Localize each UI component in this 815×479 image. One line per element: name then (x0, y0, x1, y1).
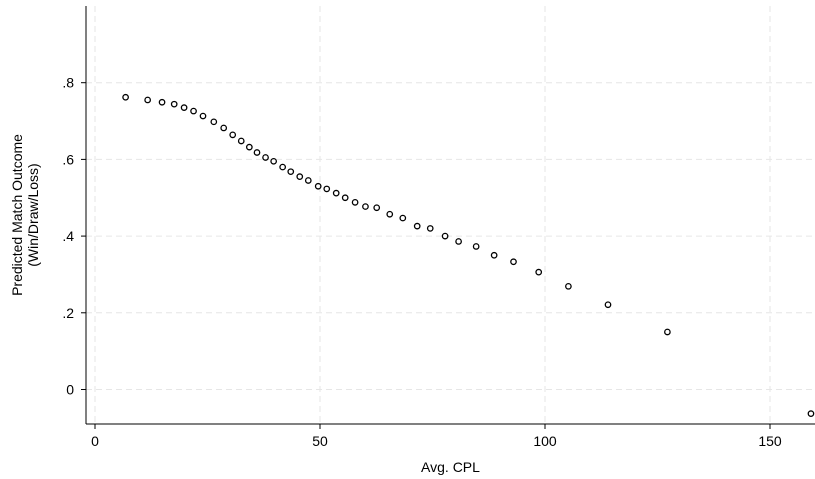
data-point-0 (122, 93, 129, 101)
data-point-32 (472, 243, 480, 250)
data-point-6 (199, 112, 207, 120)
axes (81, 6, 815, 429)
data-point-38 (664, 328, 671, 336)
data-point-8 (220, 124, 228, 132)
data-point-30 (441, 232, 449, 240)
data-point-21 (332, 189, 340, 197)
y-tick-label-3: .6 (62, 151, 74, 167)
y-tick-label-2: .4 (62, 228, 74, 244)
x-tick-label-2: 100 (533, 433, 557, 449)
x-axis-title: Avg. CPL (421, 459, 480, 475)
x-tick-label-1: 50 (312, 433, 328, 449)
data-point-27 (399, 214, 407, 222)
data-point-20 (323, 185, 331, 193)
data-point-29 (426, 225, 434, 232)
x-tick-label-3: 150 (758, 433, 782, 449)
data-point-36 (565, 282, 572, 290)
y-axis-title: Predicted Match Outcome (Win/Draw/Loss) (9, 134, 41, 296)
y-axis-title-line-2: (Win/Draw/Loss) (25, 163, 41, 266)
data-point-15 (279, 163, 286, 171)
data-point-1 (144, 96, 151, 104)
y-axis-title-line-1: Predicted Match Outcome (9, 134, 25, 296)
data-point-12 (253, 149, 261, 156)
data-point-33 (490, 251, 498, 259)
data-point-28 (413, 222, 421, 230)
data-point-11 (246, 143, 253, 151)
data-point-39 (807, 410, 815, 417)
y-tick-label-1: .2 (62, 305, 74, 321)
data-point-25 (373, 204, 381, 212)
data-point-31 (455, 238, 462, 245)
data-point-10 (237, 137, 245, 145)
data-points (122, 93, 815, 417)
data-point-4 (180, 104, 188, 111)
data-point-19 (314, 182, 322, 190)
data-point-5 (190, 107, 197, 115)
data-point-22 (341, 194, 349, 202)
data-point-9 (229, 131, 237, 139)
data-point-13 (262, 154, 269, 161)
data-point-23 (351, 198, 359, 206)
data-point-14 (270, 157, 277, 165)
y-tick-label-0: 0 (66, 381, 74, 397)
data-point-37 (604, 301, 612, 309)
x-tick-label-0: 0 (91, 433, 99, 449)
data-point-34 (510, 258, 517, 266)
data-point-7 (210, 118, 218, 126)
tick-labels: 0 .2 .4 .6 .8 0 50 100 150 (62, 75, 782, 449)
y-tick-label-4: .8 (62, 75, 74, 91)
data-point-16 (287, 168, 295, 176)
data-point-2 (158, 98, 166, 106)
data-point-35 (535, 268, 543, 276)
data-point-3 (170, 100, 178, 108)
grid (86, 6, 815, 424)
data-point-26 (386, 210, 394, 218)
data-point-17 (296, 173, 304, 181)
data-point-24 (362, 203, 369, 210)
data-point-18 (304, 177, 312, 184)
